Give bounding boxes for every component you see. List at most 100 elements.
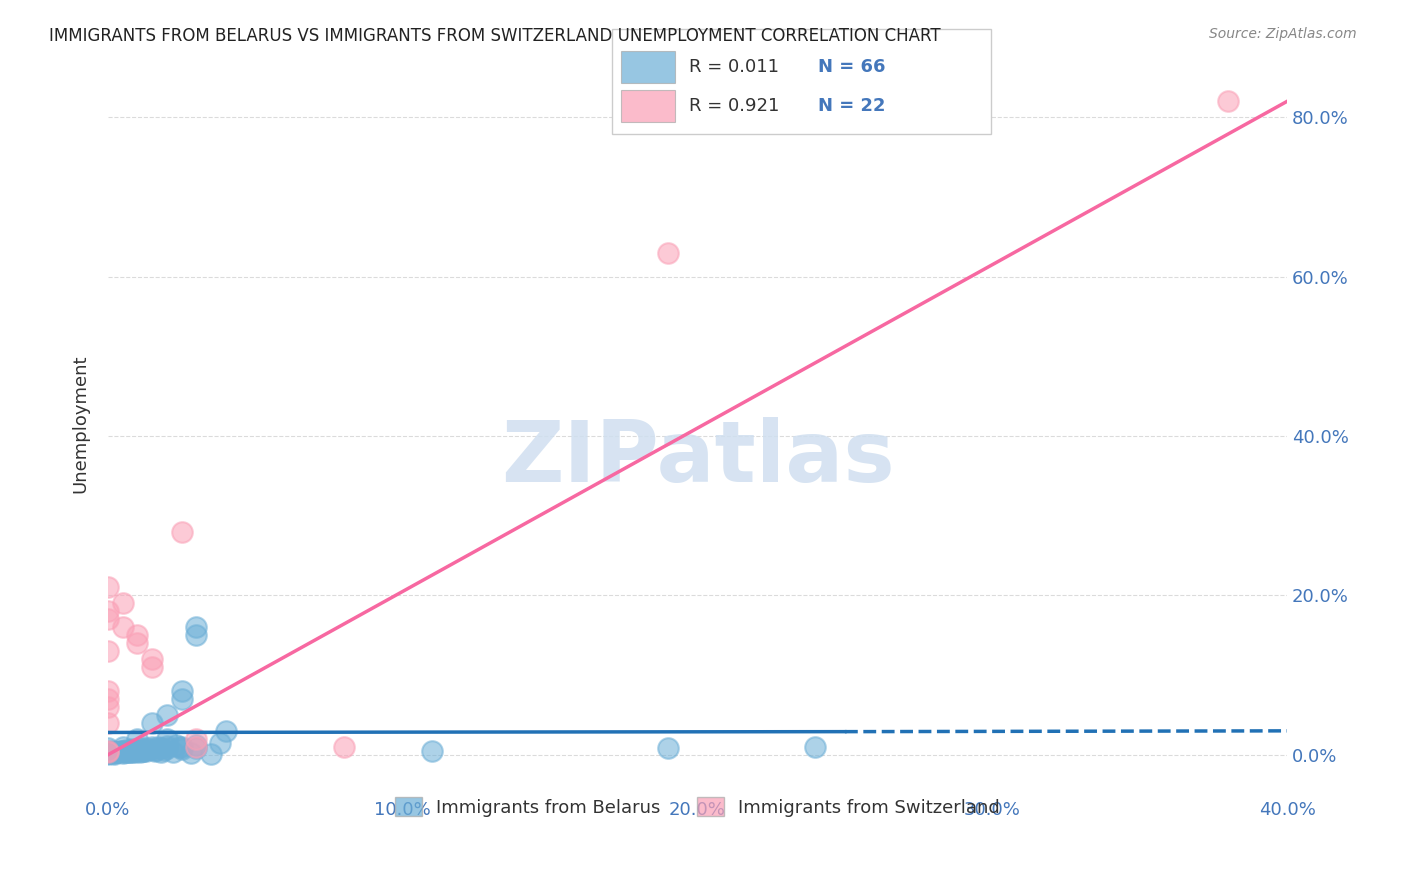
Point (200, 747, 222, 761)
Point (111, 746, 134, 760)
Point (117, 745, 139, 759)
Point (804, 739, 827, 754)
Point (143, 743, 166, 757)
Point (97, 684, 120, 698)
Point (97, 746, 120, 760)
Point (167, 739, 190, 754)
Point (97, 700, 120, 714)
Text: IMMIGRANTS FROM BELARUS VS IMMIGRANTS FROM SWITZERLAND UNEMPLOYMENT CORRELATION : IMMIGRANTS FROM BELARUS VS IMMIGRANTS FR… (49, 27, 941, 45)
Point (121, 742, 143, 756)
Point (170, 739, 193, 754)
Point (170, 692, 193, 706)
Point (97, 604, 120, 618)
Point (97, 745, 120, 759)
Point (97, 746, 120, 760)
Legend: Immigrants from Belarus, Immigrants from Switzerland: Immigrants from Belarus, Immigrants from… (388, 790, 1008, 824)
Point (97, 715, 120, 730)
Point (150, 745, 173, 759)
Point (100, 744, 122, 758)
Point (135, 744, 157, 758)
Point (180, 746, 202, 760)
Point (186, 731, 208, 746)
Text: Source: ZipAtlas.com: Source: ZipAtlas.com (1209, 27, 1357, 41)
Text: 20.0%: 20.0% (669, 801, 725, 819)
Point (97, 745, 120, 759)
Point (333, 739, 356, 754)
Point (97, 741, 120, 756)
Point (111, 745, 134, 759)
Point (141, 652, 163, 666)
Point (127, 628, 149, 642)
Text: N = 22: N = 22 (818, 97, 886, 115)
Point (132, 744, 155, 758)
Point (97, 692, 120, 706)
Point (165, 738, 187, 752)
Point (108, 744, 131, 758)
Point (170, 742, 193, 756)
Point (127, 731, 149, 746)
Point (186, 741, 208, 756)
Text: 30.0%: 30.0% (965, 801, 1021, 819)
Text: R = 0.011: R = 0.011 (689, 58, 779, 76)
Point (111, 739, 134, 754)
Point (117, 745, 139, 759)
Point (186, 628, 208, 642)
Point (170, 684, 193, 698)
Point (170, 524, 193, 539)
Point (97, 644, 120, 658)
Text: R = 0.921: R = 0.921 (689, 97, 779, 115)
Point (97, 747, 120, 761)
Point (124, 745, 146, 759)
Point (103, 747, 125, 761)
Point (141, 742, 163, 756)
Point (97, 744, 120, 758)
Point (132, 743, 155, 757)
Text: 10.0%: 10.0% (374, 801, 432, 819)
Point (153, 743, 176, 757)
Point (150, 741, 173, 756)
Point (121, 745, 143, 759)
Point (105, 745, 128, 759)
Point (114, 743, 136, 757)
Point (162, 745, 184, 759)
Point (97, 581, 120, 595)
Point (111, 596, 134, 610)
Text: ZIPatlas: ZIPatlas (501, 417, 894, 500)
Point (141, 660, 163, 674)
Point (97, 745, 120, 759)
Point (135, 740, 157, 755)
Text: 40.0%: 40.0% (1258, 801, 1316, 819)
Point (121, 743, 143, 757)
Point (103, 746, 125, 760)
Point (156, 739, 179, 753)
Point (186, 620, 208, 634)
Point (129, 741, 152, 756)
Point (127, 744, 149, 758)
Point (127, 743, 149, 757)
Point (141, 715, 163, 730)
Point (156, 707, 179, 722)
Point (146, 739, 169, 754)
Point (111, 620, 134, 634)
Point (156, 741, 179, 756)
Point (1216, 95, 1239, 109)
Point (657, 741, 679, 756)
Point (105, 745, 128, 759)
Point (208, 736, 231, 750)
Point (657, 245, 679, 260)
Point (127, 636, 149, 650)
Point (420, 744, 443, 758)
Point (97, 612, 120, 626)
Point (129, 745, 152, 759)
Point (143, 744, 166, 758)
Y-axis label: Unemployment: Unemployment (72, 355, 89, 493)
Point (132, 744, 155, 758)
Point (111, 744, 134, 758)
Point (186, 739, 208, 754)
Text: 0.0%: 0.0% (86, 801, 131, 819)
Point (141, 739, 163, 754)
Point (103, 745, 125, 759)
Point (114, 745, 136, 759)
Point (156, 731, 179, 746)
Point (186, 738, 208, 752)
